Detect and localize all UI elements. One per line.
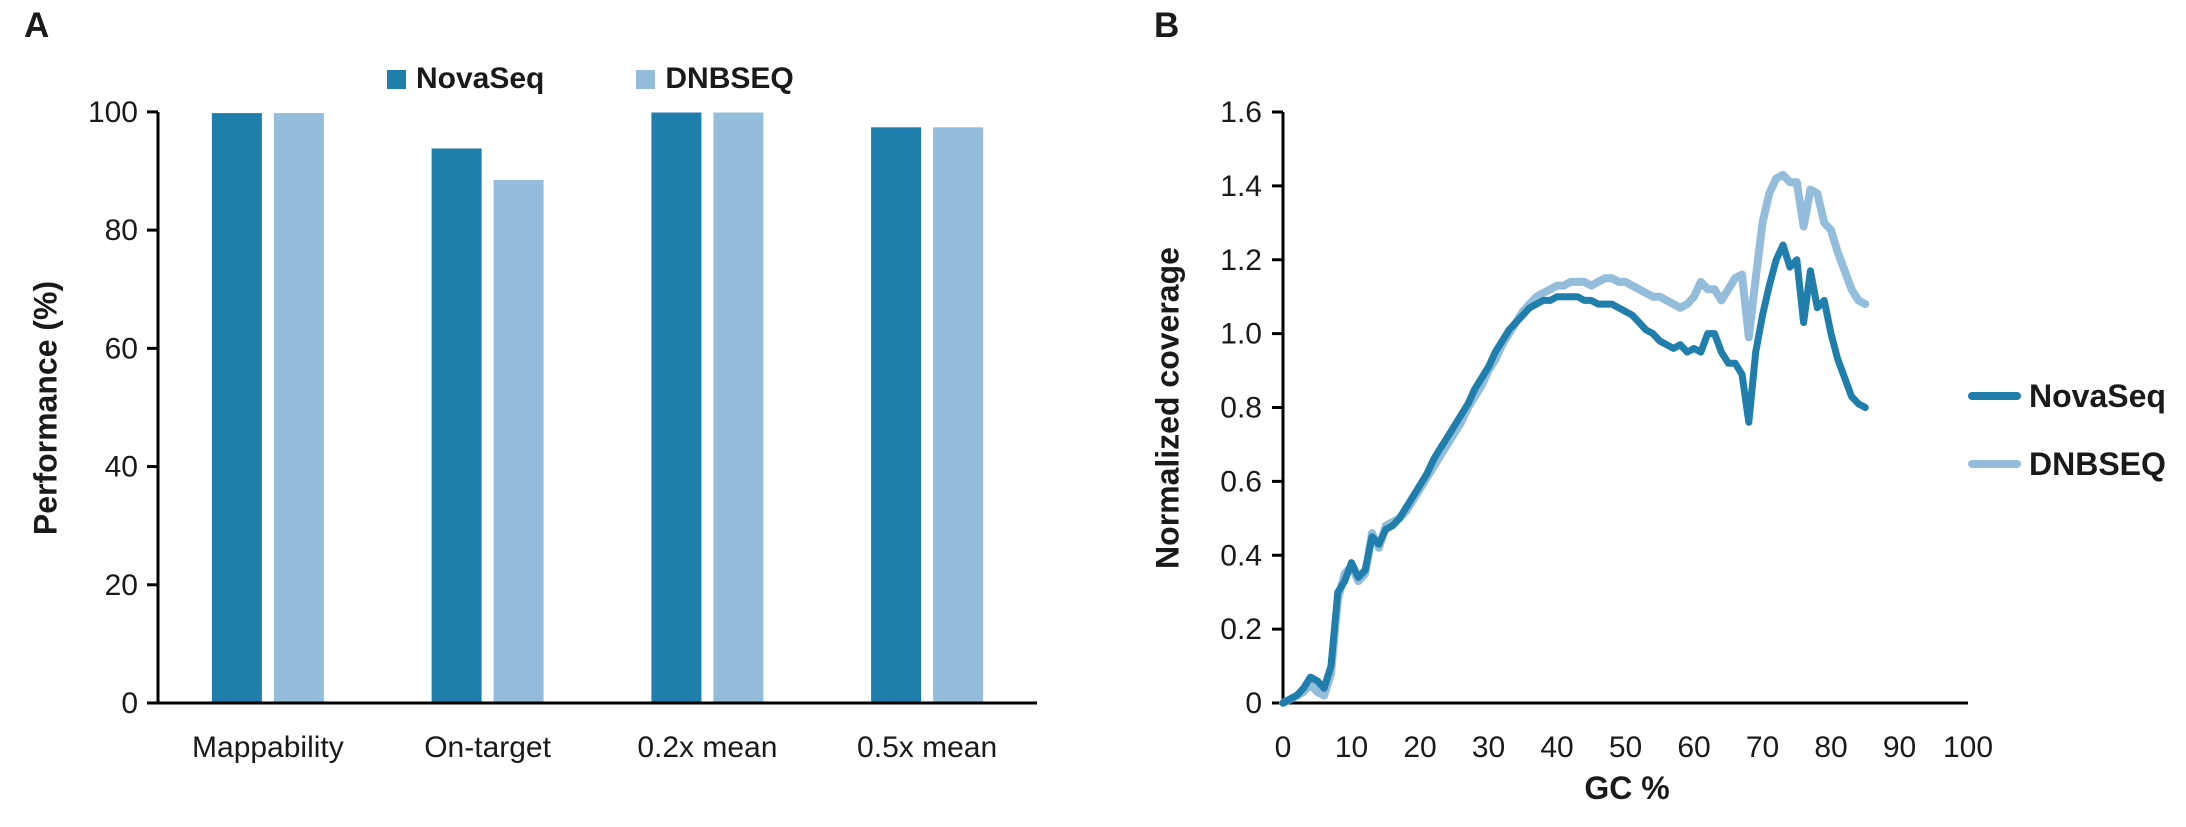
line-novaseq bbox=[1279, 241, 1869, 707]
panel-b-x-tick-label: 50 bbox=[1609, 731, 1642, 764]
panel-b-y-tick-label: 0 bbox=[1245, 687, 1262, 720]
bar-novaseq-on-target bbox=[431, 148, 482, 703]
panel-a-y-axis-title: Performance (%) bbox=[27, 280, 64, 536]
panel-b-x-tick-label: 10 bbox=[1335, 731, 1368, 764]
bar-novaseq-0-5x-mean bbox=[871, 127, 922, 704]
panel-a-y-tick-label: 20 bbox=[105, 569, 138, 602]
dnbseq-legend-label: DNBSEQ bbox=[2029, 446, 2166, 482]
bar-novaseq-0-2x-mean bbox=[651, 112, 702, 703]
panel-a-y-tick-label: 40 bbox=[105, 451, 138, 484]
panel-b-letter: B bbox=[1154, 6, 1180, 45]
panel-a-category-label: On-target bbox=[424, 731, 551, 764]
novaseq-legend-label: NovaSeq bbox=[416, 62, 545, 95]
panel-a-category-label: Mappability bbox=[192, 731, 344, 764]
bar-novaseq-mappability bbox=[211, 113, 262, 704]
legend-item-novaseq: NovaSeq bbox=[387, 64, 544, 94]
dnbseq-line-swatch-icon bbox=[1968, 460, 2021, 468]
panel-b-x-tick-label: 20 bbox=[1403, 731, 1436, 764]
panel-b-y-axis-title: Normalized coverage bbox=[1149, 247, 1186, 569]
bar-dnbseq-0-5x-mean bbox=[933, 127, 984, 704]
panel-a-letter: A bbox=[24, 6, 50, 45]
panel-b-legend: NovaSeq DNBSEQ bbox=[1968, 378, 2166, 482]
panel-b-x-tick-label: 40 bbox=[1540, 731, 1573, 764]
panel-b-x-tick-label: 0 bbox=[1275, 731, 1292, 764]
panel-b-x-tick-label: 100 bbox=[1943, 731, 1993, 764]
panel-a-y-tick-label: 0 bbox=[121, 687, 138, 720]
panel-b-x-tick-label: 80 bbox=[1814, 731, 1847, 764]
panel-b-y-tick-label: 0.2 bbox=[1220, 613, 1262, 646]
panel-b-y-tick-label: 1.0 bbox=[1220, 318, 1262, 351]
panel-b-y-tick-label: 1.6 bbox=[1220, 96, 1262, 129]
novaseq-swatch-icon bbox=[387, 69, 406, 89]
legend-item-novaseq-line: NovaSeq bbox=[1968, 378, 2166, 414]
dnbseq-legend-label: DNBSEQ bbox=[665, 62, 794, 95]
legend-item-dnbseq-line: DNBSEQ bbox=[1968, 446, 2166, 482]
panel-b-x-axis-title: GC % bbox=[1584, 770, 1670, 806]
panel-b-y-tick-label: 0.8 bbox=[1220, 392, 1262, 425]
panel-a-y-tick-label: 80 bbox=[105, 214, 138, 247]
panel-a-y-tick-label: 60 bbox=[105, 332, 138, 365]
dnbseq-swatch-icon bbox=[636, 69, 656, 89]
novaseq-line-swatch-icon bbox=[1968, 392, 2021, 400]
legend-item-dnbseq: DNBSEQ bbox=[636, 62, 794, 95]
panel-b-x-tick-label: 70 bbox=[1746, 731, 1779, 764]
panel-a-y-tick-label: 100 bbox=[88, 96, 138, 129]
panel-b-x-tick-label: 60 bbox=[1677, 731, 1710, 764]
panel-b-x-tick-label: 90 bbox=[1883, 731, 1916, 764]
panel-a-category-label: 0.5x mean bbox=[857, 731, 997, 764]
panel-b-y-tick-label: 0.4 bbox=[1220, 539, 1262, 572]
panel-b-y-tick-label: 0.6 bbox=[1220, 465, 1262, 498]
novaseq-legend-label: NovaSeq bbox=[2029, 378, 2166, 414]
bar-dnbseq-on-target bbox=[493, 179, 544, 703]
panel-b-y-tick-label: 1.2 bbox=[1220, 244, 1262, 277]
bar-dnbseq-mappability bbox=[273, 113, 324, 704]
panel-a-legend: NovaSeq DNBSEQ bbox=[387, 64, 794, 94]
bar-dnbseq-0-2x-mean bbox=[713, 112, 764, 703]
panel-a-category-label: 0.2x mean bbox=[637, 731, 777, 764]
panel-b-y-tick-label: 1.4 bbox=[1220, 170, 1262, 203]
panel-b-x-tick-label: 30 bbox=[1472, 731, 1505, 764]
